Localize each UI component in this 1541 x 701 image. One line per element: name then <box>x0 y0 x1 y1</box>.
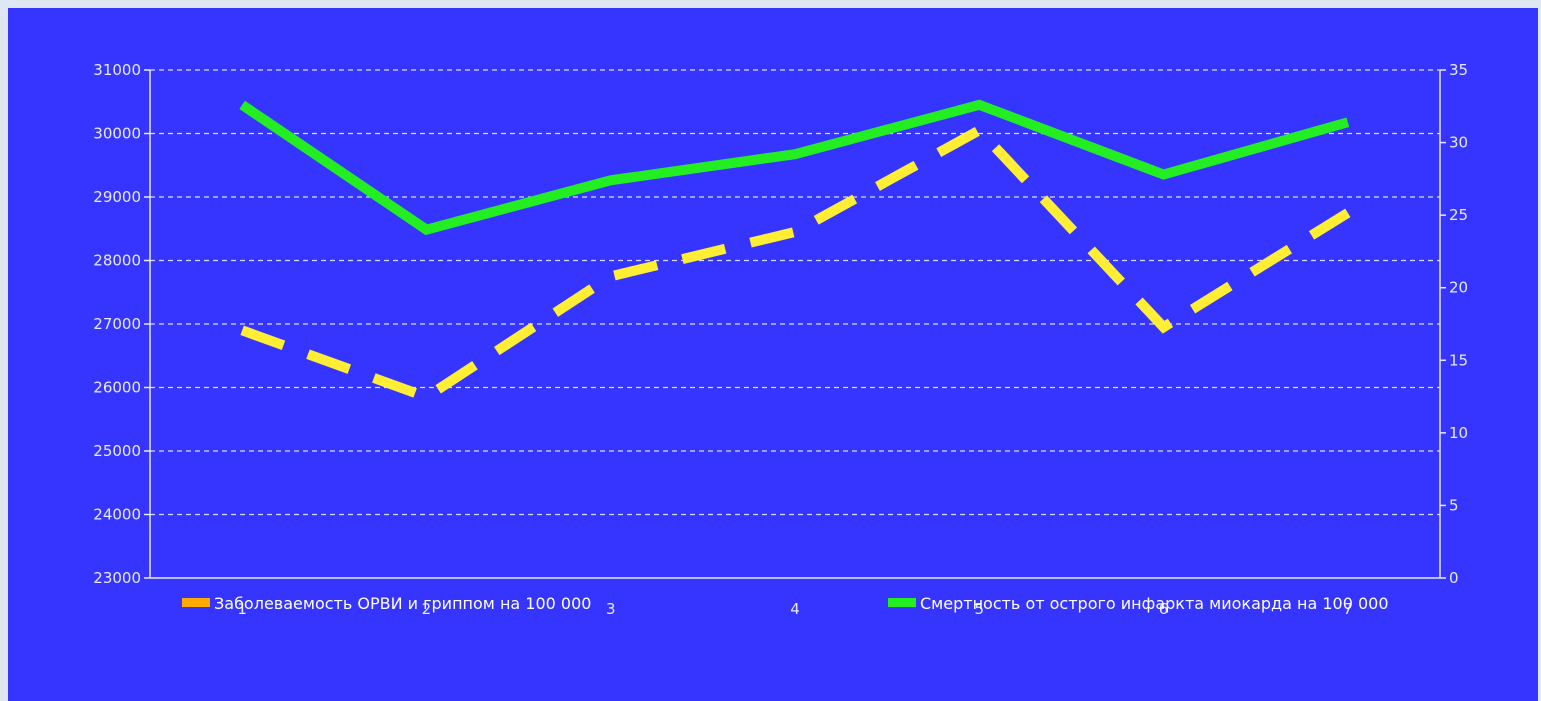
right-tick-label: 0 <box>1449 569 1459 587</box>
series-line-mi-mortality <box>239 99 1350 236</box>
x-tick-label: 6 <box>1159 600 1169 618</box>
left-tick-label: 28000 <box>93 252 141 270</box>
legend: Заболеваемость ОРВИ и гриппом на 100 000… <box>182 594 1389 613</box>
series-lines <box>239 99 1351 403</box>
x-tick-label: 1 <box>237 600 247 618</box>
left-tick-label: 27000 <box>93 315 141 333</box>
left-tick-label: 25000 <box>93 442 141 460</box>
x-tick-label: 5 <box>975 600 985 618</box>
left-tick-label: 30000 <box>93 125 141 143</box>
left-axis-ticks: 23000 24000 25000 26000 27000 28000 29000 30000… <box>93 61 150 587</box>
right-tick-label: 20 <box>1449 279 1468 297</box>
right-tick-label: 15 <box>1449 351 1468 369</box>
legend-swatch <box>888 598 916 607</box>
x-axis-ticks: 1 2 3 4 5 6 7 <box>237 600 1352 618</box>
left-tick-label: 29000 <box>93 188 141 206</box>
x-tick-label: 7 <box>1343 600 1353 618</box>
left-tick-label: 26000 <box>93 379 141 397</box>
left-tick-label: 24000 <box>93 506 141 524</box>
right-tick-label: 25 <box>1449 206 1468 224</box>
right-tick-label: 35 <box>1449 61 1468 79</box>
right-axis-ticks: 0 5 10 15 20 25 30 35 <box>1440 61 1468 587</box>
right-tick-label: 30 <box>1449 134 1468 152</box>
right-tick-label: 10 <box>1449 424 1468 442</box>
legend-label: Смертность от острого инфаркта миокарда … <box>920 594 1389 613</box>
x-tick-label: 4 <box>790 600 800 618</box>
right-tick-label: 5 <box>1449 496 1459 514</box>
left-tick-label: 31000 <box>93 61 141 79</box>
legend-swatch <box>182 598 210 607</box>
x-tick-label: 2 <box>422 600 432 618</box>
legend-label: Заболеваемость ОРВИ и гриппом на 100 000 <box>214 594 591 613</box>
x-tick-label: 3 <box>606 600 616 618</box>
left-tick-label: 23000 <box>93 569 141 587</box>
gridlines <box>150 69 1440 516</box>
